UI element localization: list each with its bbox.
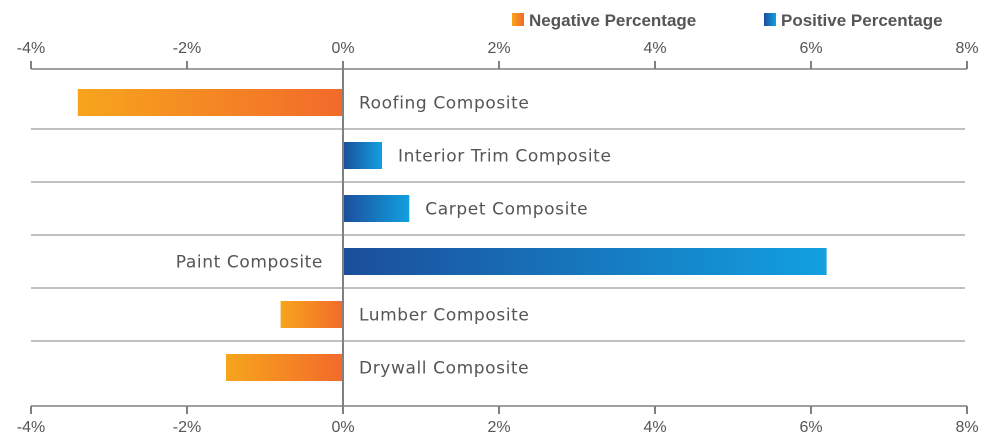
bar-interior-trim-composite bbox=[343, 142, 382, 169]
bottom-tick-label: 0% bbox=[331, 419, 354, 436]
bar-drywall-composite bbox=[226, 354, 343, 381]
bar-paint-composite bbox=[343, 248, 827, 275]
category-label: Drywall Composite bbox=[359, 359, 529, 379]
top-tick-label: -4% bbox=[17, 40, 45, 57]
axes: -4% -4% -2% -2% 0% 0% 2% 2% 4% 4% 6% 6% 8% 8% bbox=[17, 40, 979, 436]
category-label: Roofing Composite bbox=[359, 94, 529, 114]
legend-label-positive: Positive Percentage bbox=[781, 11, 943, 30]
legend-swatch-negative bbox=[512, 13, 524, 26]
top-tick-label: 4% bbox=[643, 40, 666, 57]
legend: Negative Percentage Positive Percentage bbox=[512, 11, 943, 30]
top-tick-label: -2% bbox=[173, 40, 201, 57]
row-separators bbox=[31, 128, 965, 342]
bottom-tick-label: -2% bbox=[173, 419, 201, 436]
bar-lumber-composite bbox=[280, 301, 343, 328]
legend-item-positive: Positive Percentage bbox=[764, 11, 943, 30]
category-label: Paint Composite bbox=[176, 253, 323, 273]
bar-roofing-composite bbox=[77, 89, 344, 116]
bottom-tick-label: -4% bbox=[17, 419, 45, 436]
top-tick-label: 6% bbox=[799, 40, 822, 57]
bottom-tick-label: 6% bbox=[799, 419, 822, 436]
category-labels: Roofing Composite Interior Trim Composite… bbox=[176, 94, 612, 379]
bottom-tick-label: 4% bbox=[643, 419, 666, 436]
legend-item-negative: Negative Percentage bbox=[512, 11, 696, 30]
top-tick-label: 8% bbox=[955, 40, 978, 57]
bottom-tick-label: 8% bbox=[955, 419, 978, 436]
category-label: Interior Trim Composite bbox=[398, 147, 612, 167]
top-tick-label: 2% bbox=[487, 40, 510, 57]
bar-carpet-composite bbox=[343, 195, 410, 222]
legend-swatch-positive bbox=[764, 13, 776, 26]
bars bbox=[77, 89, 827, 381]
category-label: Lumber Composite bbox=[359, 306, 529, 326]
category-label: Carpet Composite bbox=[425, 200, 588, 220]
top-tick-label: 0% bbox=[331, 40, 354, 57]
bottom-tick-label: 2% bbox=[487, 419, 510, 436]
legend-label-negative: Negative Percentage bbox=[529, 11, 696, 30]
